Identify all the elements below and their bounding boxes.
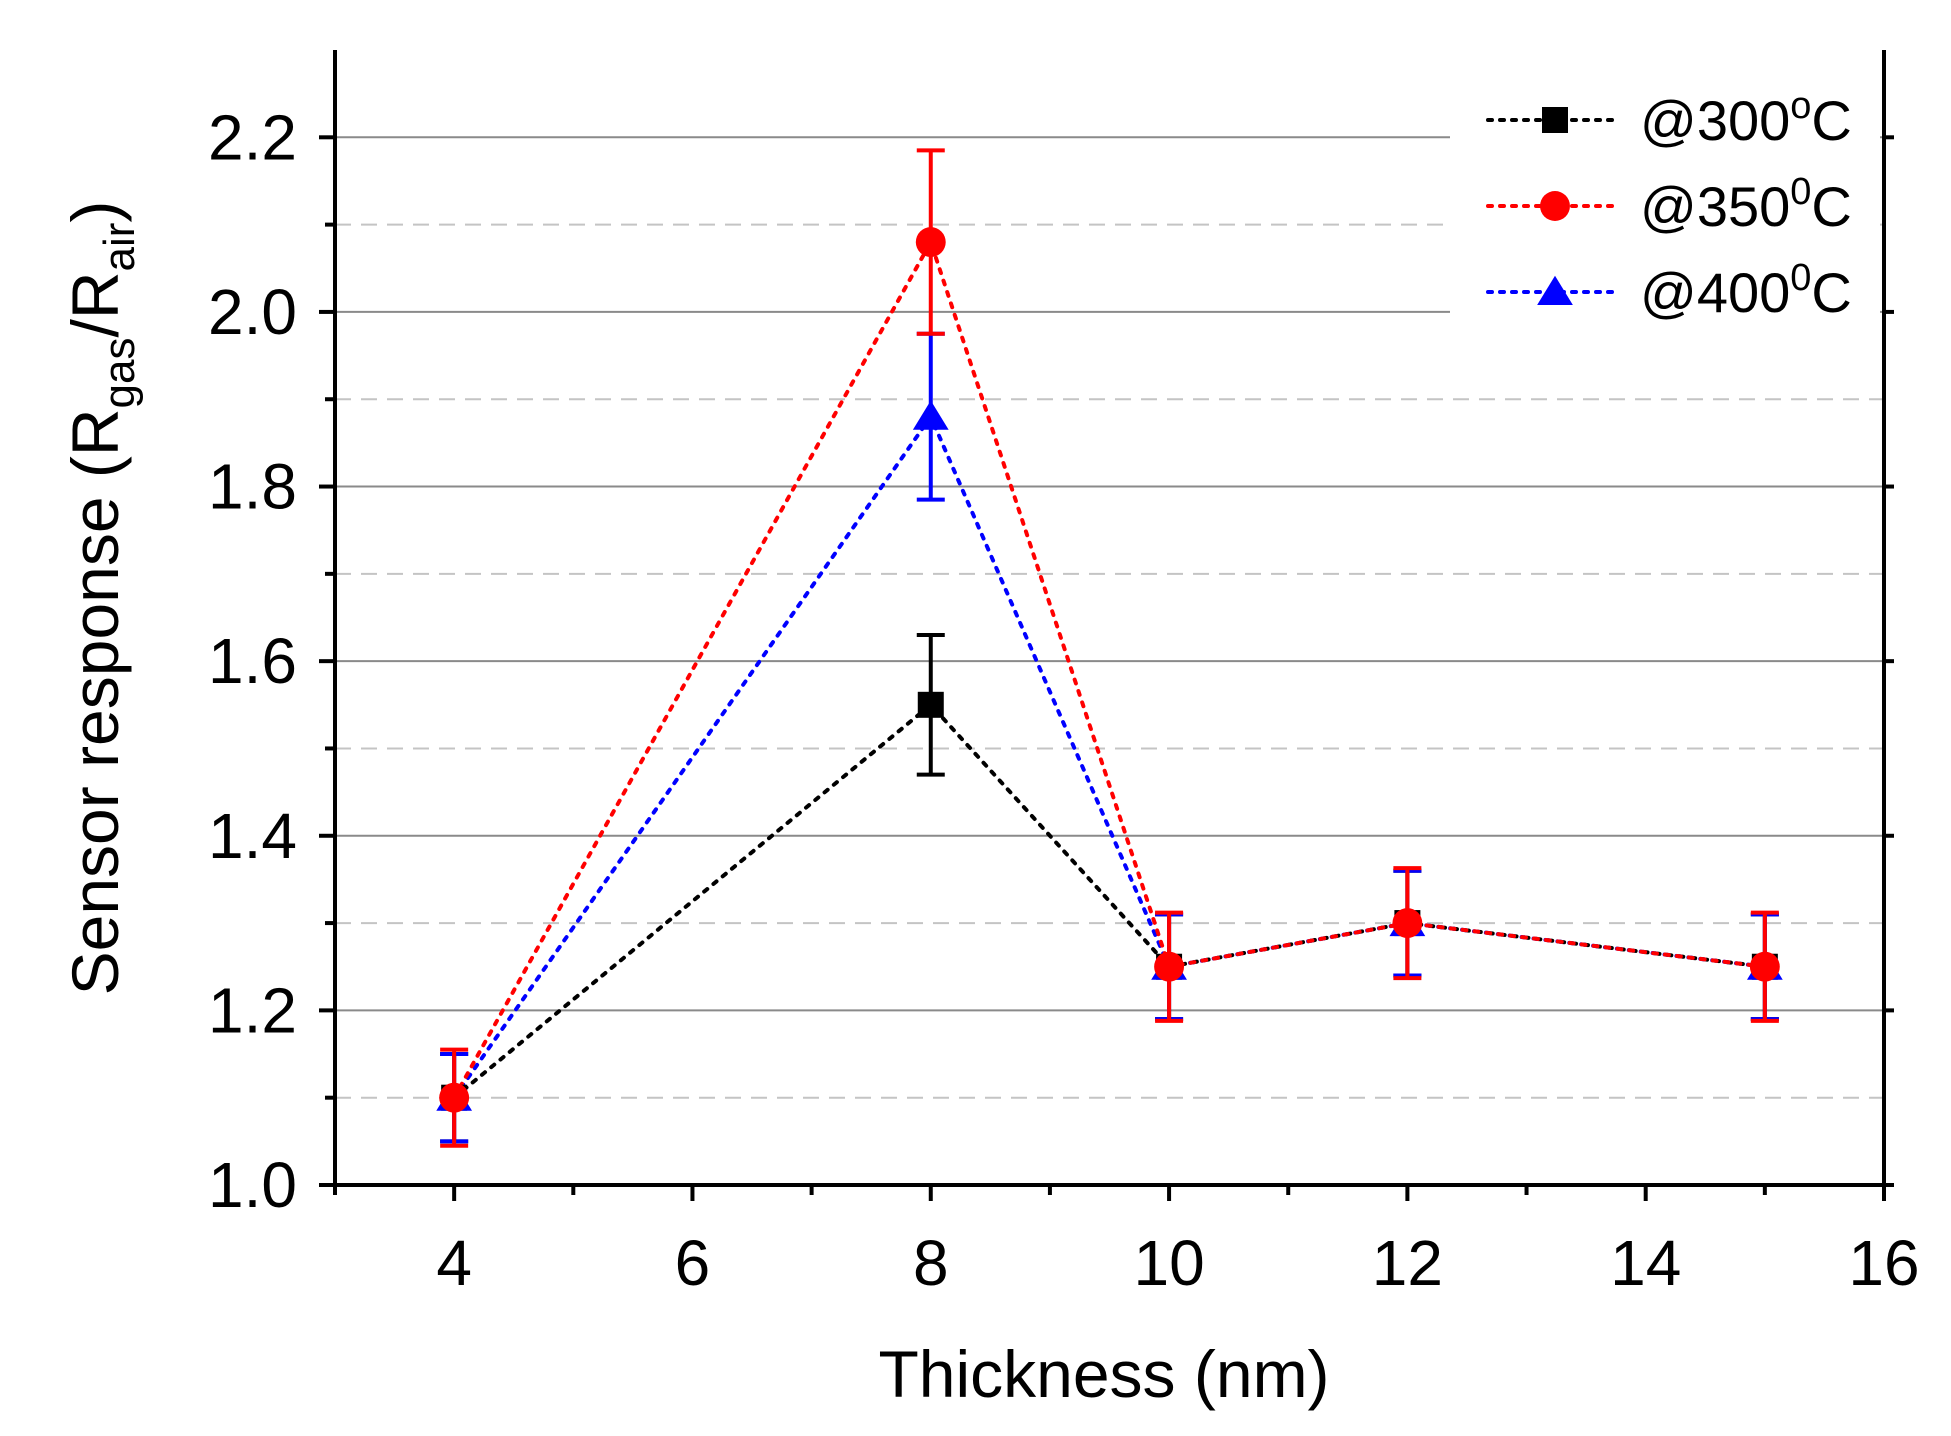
data-marker-circle [915,227,946,258]
x-tick-label: 10 [1133,1227,1204,1299]
data-series [436,148,1783,1148]
y-tick-label: 1.2 [208,974,297,1046]
legend-label-temp: @350 [1640,175,1790,238]
axes: 4 6 8 10 12 14 16 1.0 1.2 1.4 1.6 1.8 2.0 2.2 [208,50,1920,1299]
data-marker-circle [1154,951,1185,982]
legend-item-2: @4000C [1486,257,1852,324]
data-marker-triangle [1537,275,1573,305]
gridlines [335,90,1884,1099]
y-axis-title-end: ) [58,201,132,223]
legend-label-degree: 0 [1790,171,1811,213]
y-axis-title: Sensor response (Rgas/Rair) [58,201,144,996]
data-marker-circle [1540,191,1570,221]
x-tick-label: 4 [436,1227,472,1299]
legend: @300oC@3500C@4000C [1486,85,1852,324]
y-axis-title-main: Sensor response (R [58,408,132,995]
data-marker-circle [1749,951,1780,982]
x-tick-label: 14 [1610,1227,1681,1299]
y-tick-label: 2.2 [208,101,297,173]
y-tick-label: 1.4 [208,800,297,872]
legend-label-degree: 0 [1790,257,1811,299]
legend-label: @4000C [1640,257,1852,324]
y-axis-title-mid: /R [58,271,132,337]
data-marker-square [1542,107,1568,133]
data-marker-circle [1392,908,1423,939]
data-marker-triangle [912,400,949,430]
y-axis-title-sub-air: air [95,223,144,272]
y-tick-label: 2.0 [208,276,297,348]
legend-label-temp: @400 [1640,261,1790,324]
legend-label-unit: C [1811,261,1851,324]
legend-item-1: @3500C [1486,171,1852,238]
legend-label-degree: o [1790,85,1811,127]
legend-item-0: @300oC [1486,85,1852,152]
legend-label-temp: @300 [1640,89,1790,152]
y-tick-label: 1.8 [208,451,297,523]
legend-label: @300oC [1640,85,1852,152]
x-axis-title: Thickness (nm) [878,1337,1329,1411]
data-marker-square [917,691,944,718]
legend-label: @3500C [1640,171,1852,238]
y-tick-label: 1.6 [208,625,297,697]
data-marker-circle [439,1082,470,1113]
x-tick-label: 12 [1372,1227,1443,1299]
y-tick-label: 1.0 [208,1149,297,1221]
y-axis-title-sub-gas: gas [95,337,144,408]
x-tick-label: 8 [913,1227,949,1299]
x-tick-label: 6 [675,1227,711,1299]
legend-background [1450,90,1880,345]
legend-label-unit: C [1811,175,1851,238]
legend-label-unit: C [1811,89,1851,152]
x-tick-label: 16 [1848,1227,1919,1299]
